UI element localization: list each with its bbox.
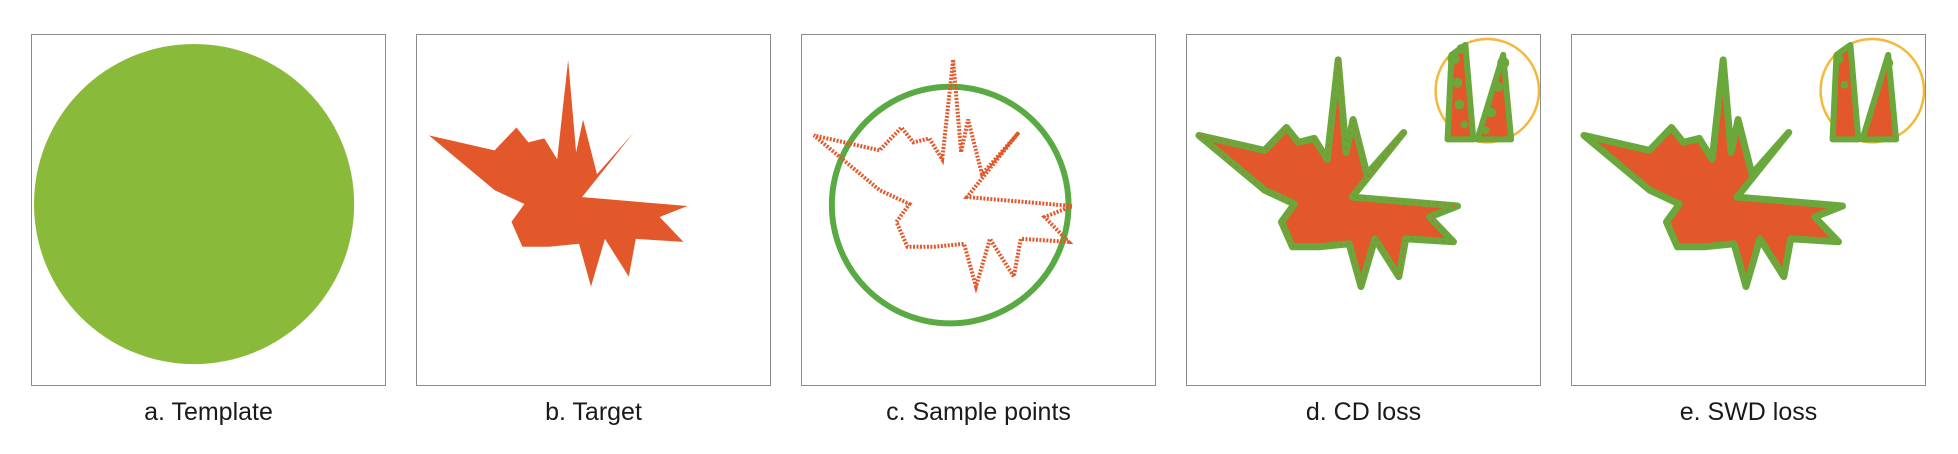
panel-sample-points [801,34,1156,386]
sample-points-figure [812,59,1074,327]
template-circle [33,43,355,365]
template-ring [828,83,1072,327]
caption-target: b. Target [545,398,642,426]
caption-template: a. Template [144,398,273,426]
caption-swd-loss: e. SWD loss [1679,398,1818,426]
target-shape [428,59,688,287]
template-figure [33,43,355,365]
panel-target [416,34,771,386]
deformed-outline-points [1198,59,1458,291]
deformed-outline [1195,56,1461,291]
target-outline-points [812,59,1074,294]
zoom-inset [1434,37,1540,144]
swd-loss-figure [1580,37,1925,291]
cd-loss-figure [1195,37,1540,291]
caption-sample-points: c. Sample points [886,398,1071,426]
panel-template [31,34,386,386]
panel-swd-loss [1571,34,1926,386]
panel-cd-loss [1186,34,1541,386]
caption-cd-loss: d. CD loss [1305,398,1422,426]
deformed-shape [1580,56,1846,291]
zoom-inset [1819,37,1925,144]
target-figure [428,59,688,287]
